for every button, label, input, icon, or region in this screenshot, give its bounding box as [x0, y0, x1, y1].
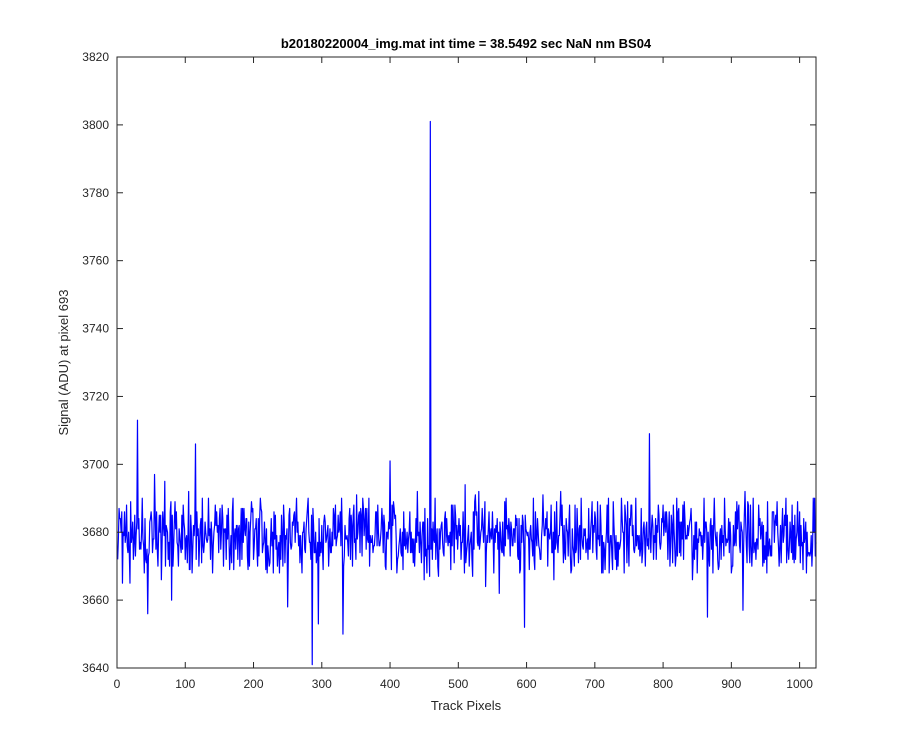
x-tick-label: 1000 [786, 677, 813, 691]
x-tick-label: 200 [244, 677, 264, 691]
y-tick-label: 3680 [82, 525, 109, 539]
y-tick-label: 3660 [82, 593, 109, 607]
x-tick-label: 700 [585, 677, 605, 691]
y-tick-label: 3700 [82, 457, 109, 471]
y-tick-label: 3720 [82, 389, 109, 403]
x-axis-label: Track Pixels [431, 698, 502, 713]
series-line [117, 120, 817, 666]
y-tick-label: 3800 [82, 118, 109, 132]
x-tick-label: 800 [653, 677, 673, 691]
series-layer [117, 120, 817, 666]
x-tick-label: 600 [517, 677, 537, 691]
x-tick-label: 0 [114, 677, 121, 691]
y-tick-label: 3640 [82, 661, 109, 675]
x-axis: 0 100 200 300 400 500 600 700 800 900 1000 [114, 57, 813, 691]
x-tick-label: 500 [448, 677, 468, 691]
x-tick-label: 900 [721, 677, 741, 691]
y-tick-label: 3820 [82, 50, 109, 64]
chart-title: b20180220004_img.mat int time = 38.5492 … [281, 36, 652, 51]
x-tick-label: 300 [312, 677, 332, 691]
x-tick-label: 400 [380, 677, 400, 691]
y-axis: 3640 3660 3680 3700 3720 3740 3760 3780 3800 3820 [82, 50, 816, 675]
plot-area [117, 57, 816, 668]
y-axis-label: Signal (ADU) at pixel 693 [56, 290, 71, 436]
x-tick-label: 100 [175, 677, 195, 691]
y-tick-label: 3760 [82, 254, 109, 268]
axes-box [116, 56, 817, 669]
y-tick-label: 3780 [82, 186, 109, 200]
y-tick-label: 3740 [82, 322, 109, 336]
